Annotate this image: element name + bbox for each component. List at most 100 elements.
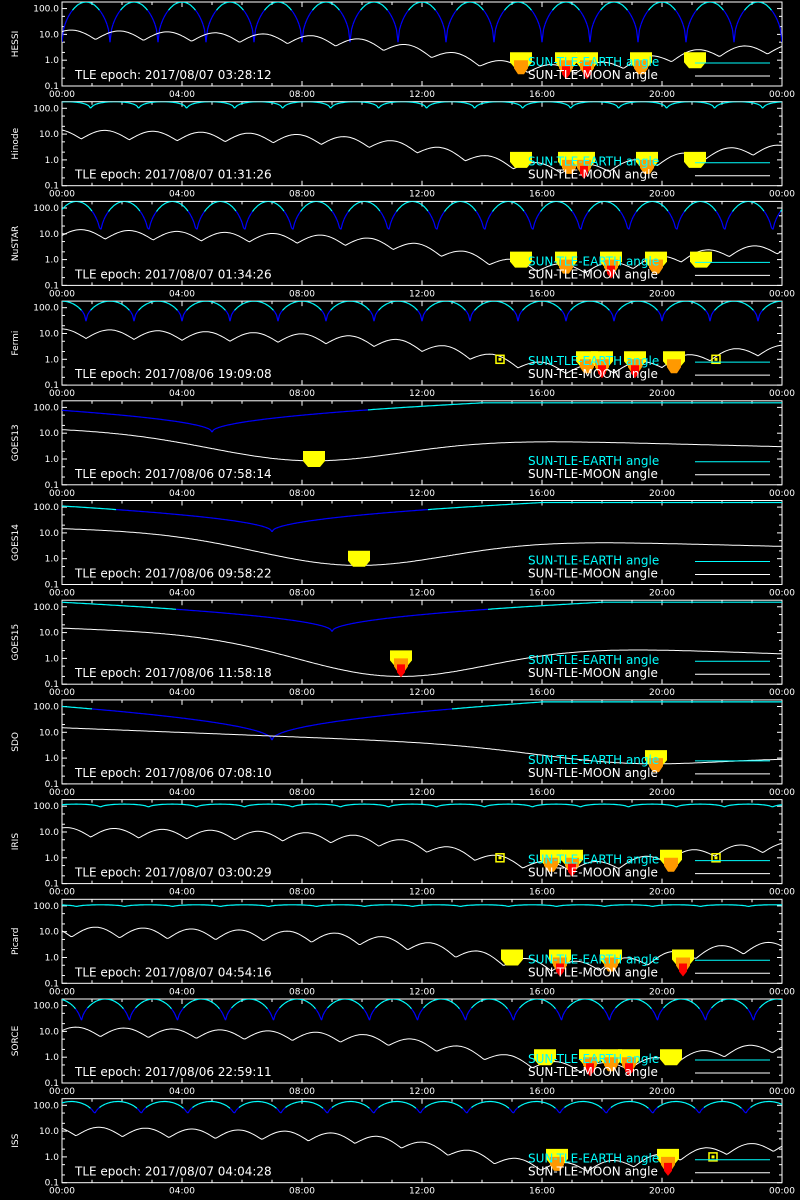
earth-angle-segment	[189, 104, 192, 106]
earth-angle-segment	[340, 301, 343, 304]
earth-angle-segment	[660, 203, 663, 206]
earth-angle-segment	[432, 102, 435, 105]
earth-angle-segment	[99, 9, 102, 13]
earth-angle-segment	[579, 9, 582, 13]
earth-angle-segment	[378, 308, 381, 311]
earth-angle-segment	[148, 11, 152, 15]
earth-angle-segment	[158, 24, 162, 30]
earth-angle-segment	[568, 2, 571, 4]
earth-angle-segment	[268, 3, 271, 6]
x-tick-label: 16:00	[529, 190, 555, 200]
earth-angle-segment	[680, 213, 684, 217]
earth-angle-segment	[104, 213, 108, 217]
y-tick-label: 100.0	[33, 603, 59, 613]
earth-angle-segment	[652, 3, 655, 6]
earth-angle-segment	[177, 2, 180, 4]
earth-angle-segment	[214, 302, 217, 305]
earth-angle-segment	[553, 6, 556, 9]
x-tick-label: 00:00	[769, 888, 795, 898]
earth-angle-segment	[138, 106, 141, 109]
earth-angle-segment	[192, 303, 195, 306]
earth-angle-segment	[391, 17, 395, 21]
earth-angle-segment	[346, 24, 350, 30]
earth-angle-segment	[88, 207, 91, 210]
legend-moon-label: SUN-TLE-MOON angle	[528, 467, 658, 481]
earth-angle-segment	[442, 24, 446, 30]
earth-angle-segment	[686, 24, 690, 30]
earth-angle-segment	[254, 24, 258, 30]
earth-angle-segment	[429, 3, 432, 6]
earth-angle-segment	[244, 223, 248, 230]
earth-angle-segment	[765, 3, 768, 6]
earth-angle-segment	[211, 429, 214, 433]
earth-angle-segment	[593, 17, 597, 21]
earth-angle-segment	[175, 2, 178, 5]
event-marker-mid	[580, 359, 594, 374]
event-marker-mid	[514, 60, 528, 75]
earth-angle-segment	[634, 24, 638, 30]
earth-angle-segment	[525, 305, 528, 308]
earth-angle-segment	[779, 29, 782, 43]
earth-angle-segment	[415, 2, 418, 5]
earth-angle-segment	[717, 3, 720, 6]
earth-angle-segment	[409, 6, 412, 9]
earth-angle-segment	[205, 427, 208, 429]
earth-angle-segment	[243, 302, 246, 305]
earth-angle-segment	[574, 5, 577, 8]
earth-angle-segment	[129, 2, 132, 4]
earth-angle-segment	[328, 207, 331, 210]
earth-angle-segment	[199, 216, 203, 220]
earth-angle-segment	[586, 211, 589, 215]
x-tick-label: 16:00	[529, 489, 555, 499]
earth-angle-segment	[631, 17, 635, 21]
earth-angle-segment	[69, 301, 72, 304]
earth-angle-segment	[514, 312, 518, 316]
earth-angle-segment	[522, 106, 525, 109]
earth-angle-segment	[762, 208, 765, 212]
satellite-label: SDO	[11, 732, 21, 752]
earth-angle-segment	[559, 201, 562, 203]
earth-angle-segment	[357, 301, 360, 304]
earth-angle-segment	[581, 14, 585, 18]
earth-angle-segment	[331, 306, 334, 310]
earth-angle-segment	[138, 308, 141, 311]
earth-angle-segment	[154, 24, 158, 30]
earth-angle-segment	[677, 219, 681, 224]
earth-angle-segment	[253, 29, 257, 43]
earth-angle-segment	[428, 212, 432, 217]
earth-angle-segment	[610, 202, 613, 205]
y-tick-label: 100.0	[33, 702, 59, 712]
earth-angle-segment	[523, 104, 526, 108]
earth-angle-segment	[101, 14, 105, 18]
earth-angle-segment	[127, 2, 130, 5]
earth-angle-segment	[662, 312, 666, 316]
earth-angle-segment	[262, 9, 265, 13]
earth-angle-segment	[344, 213, 348, 217]
earth-angle-segment	[431, 218, 435, 223]
earth-angle-segment	[475, 210, 478, 214]
earth-angle-segment	[532, 223, 536, 230]
earth-angle-segment	[358, 201, 361, 204]
earth-angle-segment	[163, 202, 166, 205]
earth-angle-segment	[675, 9, 678, 13]
earth-angle-segment	[766, 103, 769, 106]
earth-angle-segment	[648, 8, 651, 11]
earth-angle-segment	[373, 204, 376, 207]
earth-angle-segment	[463, 308, 466, 311]
earth-angle-segment	[480, 6, 483, 9]
earth-angle-segment	[580, 223, 584, 230]
earth-angle-segment	[213, 201, 216, 204]
earth-angle-segment	[427, 104, 430, 108]
earth-angle-segment	[337, 626, 340, 628]
earth-angle-segment	[82, 312, 86, 316]
earth-angle-segment	[477, 305, 480, 308]
earth-angle-segment	[78, 306, 81, 310]
earth-angle-segment	[196, 223, 200, 230]
earth-angle-segment	[361, 6, 364, 9]
earth-angle-segment	[672, 102, 675, 105]
earth-angle-segment	[100, 301, 103, 304]
earth-angle-segment	[574, 103, 577, 106]
earth-angle-segment	[679, 17, 683, 21]
y-tick-label: 10.0	[39, 130, 59, 140]
